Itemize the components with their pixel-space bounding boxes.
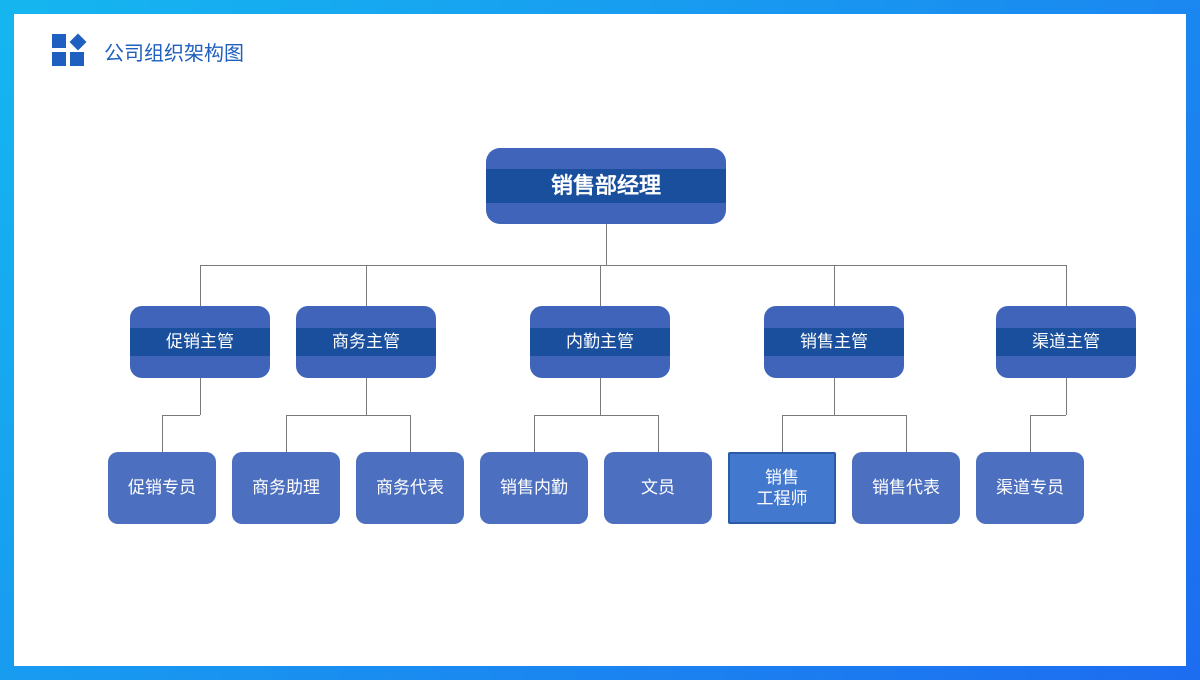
- org-node-m4: 销售主管: [764, 306, 904, 378]
- org-node-label: 促销主管: [130, 328, 270, 356]
- org-node-m2: 商务主管: [296, 306, 436, 378]
- connector: [600, 265, 601, 306]
- connector: [1030, 415, 1031, 452]
- org-chart-canvas: 销售部经理促销主管商务主管 内勤主管 销售主管 渠道主管促销专员商务助理商务代表销售内…: [0, 0, 1200, 680]
- connector: [200, 265, 1066, 266]
- connector: [1066, 265, 1067, 306]
- connector: [286, 415, 410, 416]
- connector: [366, 265, 367, 306]
- org-node-l5: 文员: [604, 452, 712, 524]
- org-node-label: 渠道主管: [996, 328, 1136, 356]
- org-node-label: 销售部经理: [486, 169, 726, 203]
- org-node-l7: 销售代表: [852, 452, 960, 524]
- connector: [162, 415, 163, 452]
- org-node-l1: 促销专员: [108, 452, 216, 524]
- connector: [200, 265, 201, 306]
- connector: [606, 224, 607, 265]
- org-node-m1: 促销主管: [130, 306, 270, 378]
- org-node-label: 内勤主管: [530, 328, 670, 356]
- org-node-l4: 销售内勤: [480, 452, 588, 524]
- connector: [366, 378, 367, 415]
- org-node-l2: 商务助理: [232, 452, 340, 524]
- connector: [1066, 378, 1067, 415]
- org-node-l6: 销售 工程师: [728, 452, 836, 524]
- org-node-root: 销售部经理: [486, 148, 726, 224]
- connector: [782, 415, 783, 452]
- org-node-label: 销售主管: [764, 328, 904, 356]
- connector: [834, 378, 835, 415]
- org-node-m3: 内勤主管: [530, 306, 670, 378]
- connector: [1030, 415, 1066, 416]
- connector: [410, 415, 411, 452]
- connector: [534, 415, 535, 452]
- connector: [200, 378, 201, 415]
- connector: [834, 265, 835, 306]
- connector: [658, 415, 659, 452]
- connector: [600, 378, 601, 415]
- connector: [534, 415, 658, 416]
- org-node-m5: 渠道主管: [996, 306, 1136, 378]
- connector: [286, 415, 287, 452]
- connector: [906, 415, 907, 452]
- org-node-l8: 渠道专员: [976, 452, 1084, 524]
- org-node-l3: 商务代表: [356, 452, 464, 524]
- connector: [162, 415, 200, 416]
- org-node-label: 商务主管: [296, 328, 436, 356]
- connector: [782, 415, 906, 416]
